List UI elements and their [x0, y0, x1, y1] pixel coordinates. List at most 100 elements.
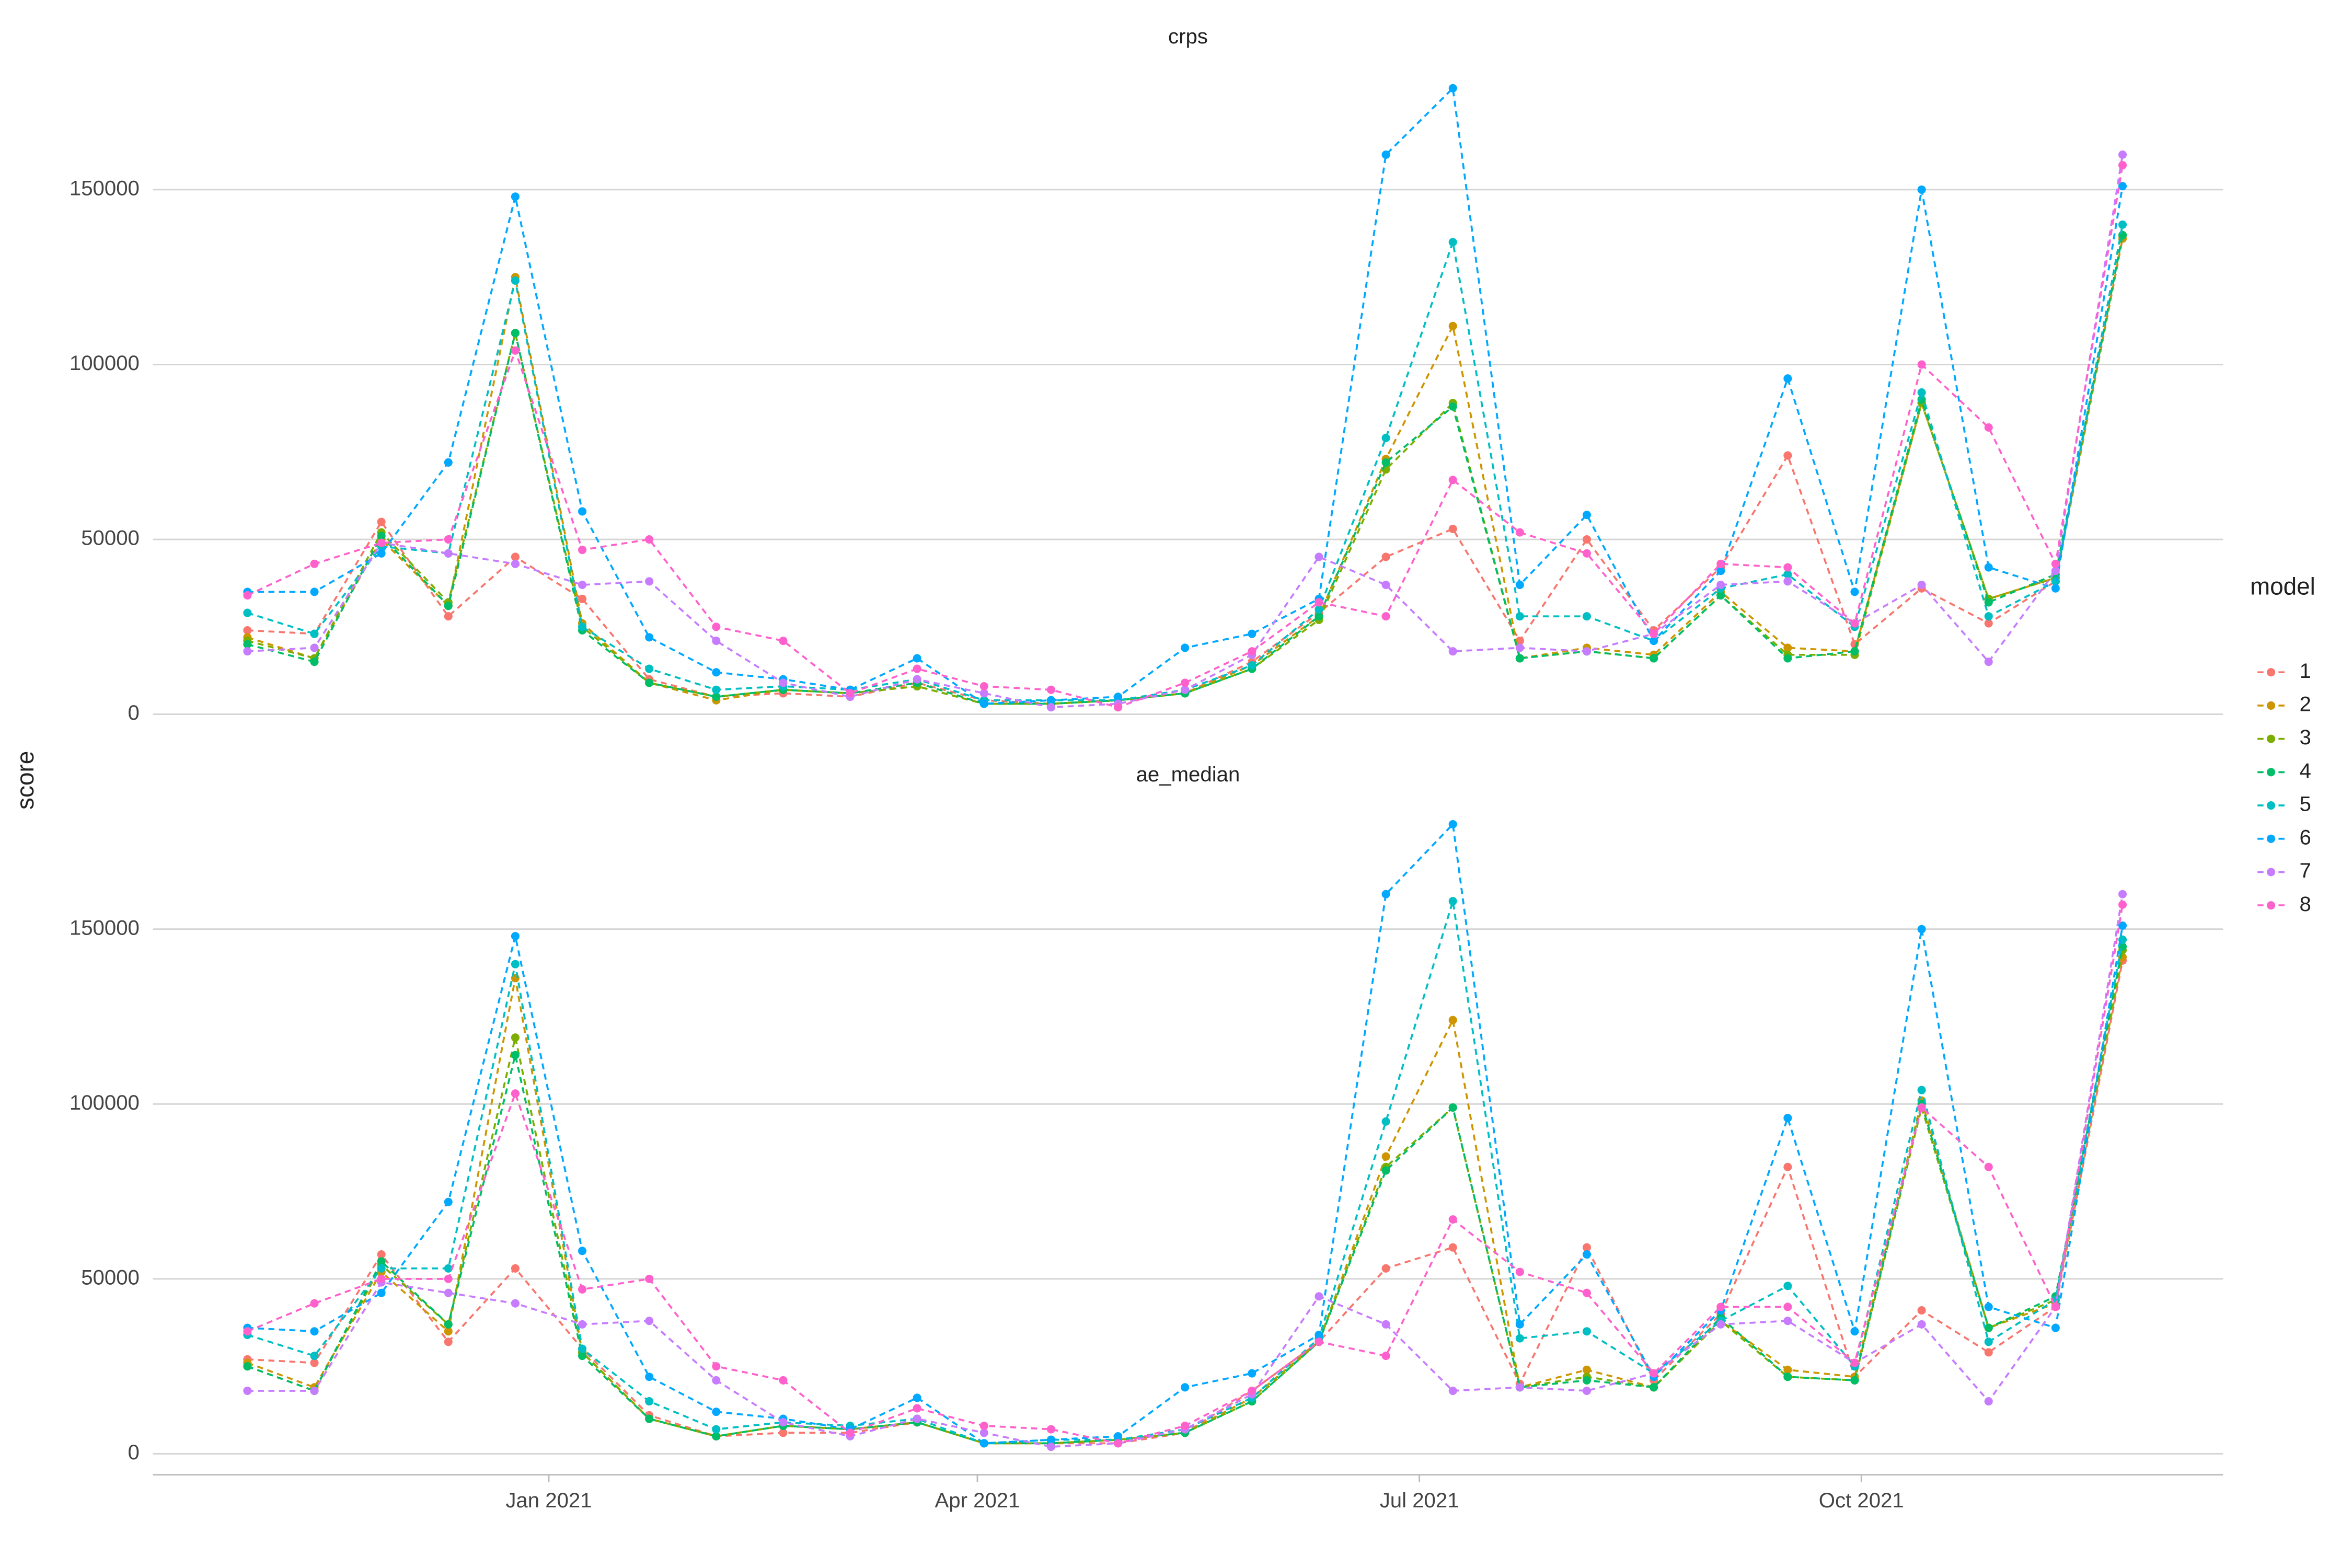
- data-point: [1716, 580, 1725, 590]
- data-point: [310, 587, 319, 596]
- data-point: [2051, 1302, 2060, 1311]
- data-point: [1315, 605, 1323, 614]
- data-point: [1984, 1302, 1993, 1311]
- legend-point: [2266, 668, 2276, 677]
- data-point: [511, 329, 520, 338]
- data-point: [1783, 451, 1792, 460]
- data-point: [1783, 1317, 1792, 1325]
- data-point: [578, 546, 587, 555]
- legend-point: [2266, 801, 2276, 810]
- data-point: [1850, 619, 1859, 628]
- data-point: [1716, 1302, 1725, 1311]
- data-point: [1515, 643, 1524, 652]
- data-point: [511, 1089, 520, 1098]
- legend-label: 8: [2300, 892, 2311, 916]
- panel-title: crps: [1168, 25, 1208, 48]
- legend-label: 4: [2300, 759, 2311, 782]
- data-point: [1582, 1288, 1592, 1297]
- data-point: [243, 640, 252, 649]
- data-point: [444, 458, 453, 467]
- data-point: [511, 552, 520, 561]
- data-point: [578, 1352, 587, 1361]
- data-point: [1783, 577, 1792, 586]
- data-point: [1984, 1323, 1993, 1332]
- data-point: [1381, 580, 1390, 590]
- data-point: [1984, 1397, 1993, 1406]
- data-point: [511, 932, 520, 941]
- data-point: [1783, 1114, 1792, 1123]
- data-point: [444, 1320, 453, 1329]
- data-point: [1114, 693, 1123, 701]
- legend-label: 7: [2300, 859, 2311, 882]
- x-tick-label: Oct 2021: [1819, 1489, 1904, 1512]
- data-point: [913, 1393, 921, 1402]
- data-point: [1448, 1016, 1457, 1024]
- data-point: [377, 532, 386, 540]
- data-point: [243, 1327, 252, 1336]
- data-point: [243, 1386, 252, 1396]
- data-point: [1515, 528, 1524, 537]
- data-point: [1448, 647, 1457, 656]
- data-point: [444, 1288, 453, 1297]
- series-line: [247, 235, 2124, 705]
- data-point: [1515, 637, 1524, 645]
- data-point: [1850, 647, 1859, 656]
- data-point: [511, 1264, 520, 1273]
- data-point: [1850, 1327, 1859, 1336]
- series-line: [247, 238, 2124, 705]
- data-point: [511, 346, 520, 355]
- data-point: [1448, 897, 1457, 906]
- data-point: [1315, 1330, 1323, 1339]
- data-point: [1046, 1435, 1055, 1444]
- data-point: [1650, 629, 1658, 638]
- data-point: [2118, 220, 2127, 229]
- data-point: [1381, 1264, 1390, 1273]
- data-point: [1046, 685, 1055, 694]
- data-point: [1381, 1166, 1390, 1175]
- data-point: [2051, 584, 2060, 593]
- series-line: [247, 235, 2124, 705]
- data-point: [1515, 580, 1524, 590]
- data-point: [2118, 900, 2127, 909]
- data-point: [979, 1439, 988, 1448]
- y-tick-label: 100000: [70, 351, 140, 375]
- data-point: [1917, 185, 1926, 194]
- data-point: [645, 1373, 654, 1381]
- data-point: [1917, 1086, 1926, 1094]
- data-point: [979, 689, 988, 698]
- data-point: [913, 675, 921, 684]
- data-point: [310, 1358, 319, 1367]
- legend-point: [2266, 834, 2276, 843]
- data-point: [712, 637, 721, 645]
- data-point: [2051, 1323, 2060, 1332]
- data-point: [1046, 1443, 1055, 1451]
- data-point: [1917, 388, 1926, 397]
- data-point: [1582, 1386, 1592, 1396]
- data-point: [1114, 1432, 1123, 1441]
- data-point: [377, 1288, 386, 1297]
- data-point: [1917, 360, 1926, 369]
- data-point: [1783, 570, 1792, 579]
- data-point: [1515, 1383, 1524, 1392]
- data-point: [712, 685, 721, 694]
- data-point: [578, 594, 587, 603]
- data-point: [444, 535, 453, 544]
- data-point: [1582, 612, 1592, 621]
- data-point: [310, 643, 319, 652]
- data-point: [779, 1376, 788, 1385]
- legend-point: [2266, 868, 2276, 877]
- data-point: [377, 517, 386, 526]
- data-point: [1515, 1334, 1524, 1343]
- data-point: [1448, 1215, 1457, 1224]
- data-point: [511, 192, 520, 201]
- y-tick-label: 0: [128, 1440, 140, 1464]
- series-line: [247, 165, 2124, 709]
- data-point: [1984, 563, 1993, 572]
- data-point: [645, 1274, 654, 1283]
- data-point: [1381, 150, 1390, 159]
- data-point: [444, 612, 453, 621]
- legend-label: 2: [2300, 693, 2311, 716]
- data-point: [1783, 563, 1792, 572]
- data-point: [444, 549, 453, 558]
